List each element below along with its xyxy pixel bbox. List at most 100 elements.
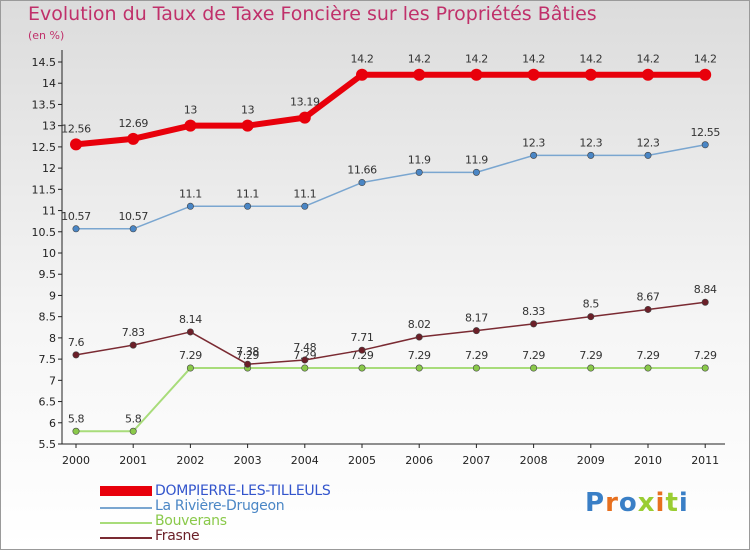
legend-swatch-la-riviere-drugeon [100,507,152,509]
y-tick-label: 14 [42,77,56,90]
y-tick-label: 11 [42,205,56,218]
series-line-2 [76,367,706,433]
data-point [72,351,80,359]
data-label: 5.8 [125,412,142,425]
data-point [184,119,197,132]
x-tick-label: 2007 [462,454,490,467]
y-tick-label: 9 [49,289,56,302]
data-label: 14.2 [522,53,545,66]
data-label: 11.9 [408,153,431,166]
data-label: 12.55 [690,126,720,139]
series-line-0 [75,71,706,148]
y-tick-label: 8 [49,332,56,345]
x-tick-label: 2002 [176,454,204,467]
series-line-3 [75,301,706,365]
data-point [644,151,652,159]
x-tick-label: 2010 [634,454,662,467]
data-point [472,168,480,176]
y-tick-label: 6 [49,417,56,430]
data-point [472,364,480,372]
data-label: 12.3 [522,136,545,149]
data-label: 11.9 [465,153,488,166]
data-point [413,68,426,81]
data-label: 7.29 [236,349,259,362]
data-label: 7.6 [68,336,85,349]
legend-swatch-dompierre [100,486,152,496]
data-label: 14.2 [579,53,602,66]
y-tick-label: 7.5 [39,353,57,366]
data-label: 7.29 [694,349,717,362]
data-point [72,225,80,233]
data-point [699,68,712,81]
data-label: 11.66 [347,164,377,177]
proxiti-logo: Proxiti [585,488,689,518]
legend-label-la-riviere-drugeon: La Rivière-Drugeon [155,498,285,514]
data-point [358,179,366,187]
x-tick-label: 2003 [234,454,262,467]
legend-label-dompierre: DOMPIERRE-LES-TILLEULS [155,483,331,499]
data-point [127,132,140,145]
data-point [186,364,194,372]
data-label: 7.29 [351,349,374,362]
data-label: 8.17 [465,312,488,325]
data-point [701,298,709,306]
data-label: 7.29 [465,349,488,362]
chart-subtitle: (en %) [28,29,65,42]
data-point [244,360,252,368]
data-point [587,151,595,159]
data-label: 8.14 [179,313,202,326]
data-point [415,364,423,372]
data-point [472,327,480,335]
data-point [587,313,595,321]
legend-swatch-bouverans [100,522,152,524]
x-tick-label: 2008 [520,454,548,467]
data-point [244,202,252,210]
data-point [530,320,538,328]
data-label: 8.5 [583,298,600,311]
x-tick-label: 2004 [291,454,319,467]
data-label: 10.57 [118,210,148,223]
data-point [356,68,368,81]
data-point [644,305,652,313]
y-tick-label: 6.5 [39,396,57,409]
data-point [530,151,538,159]
legend-item-dompierre: DOMPIERRE-LES-TILLEULS [100,483,360,500]
data-label: 14.2 [408,53,431,66]
y-tick-label: 9.5 [39,268,57,281]
y-tick-label: 5.5 [39,438,57,451]
data-label: 8.02 [408,318,431,331]
data-point [642,68,654,81]
legend: DOMPIERRE-LES-TILLEULS La Rivière-Drugeo… [100,483,360,545]
data-label: 8.67 [637,290,660,303]
data-point [70,138,82,151]
data-point [72,427,80,435]
legend-swatch-frasne [100,537,152,539]
data-point [301,364,309,372]
data-label: 8.84 [694,283,717,296]
data-point [301,356,309,364]
data-point [186,202,194,210]
data-label: 12.69 [118,117,148,130]
data-label: 10.57 [61,210,91,223]
data-point [530,364,538,372]
data-label: 12.3 [637,136,660,149]
data-point [129,427,137,435]
data-label: 13.19 [290,96,320,109]
data-point [186,328,194,336]
y-tick-label: 12 [42,162,56,175]
data-label: 12.56 [61,122,91,135]
data-point [129,341,137,349]
legend-item-la-riviere-drugeon: La Rivière-Drugeon [100,498,360,515]
data-label: 5.8 [68,412,85,425]
y-tick-label: 10.5 [32,226,57,239]
legend-item-frasne: Frasne [100,528,360,545]
x-tick-label: 2011 [691,454,719,467]
data-point [415,168,423,176]
data-label: 11.1 [179,187,202,200]
data-label: 7.29 [579,349,602,362]
data-label: 14.2 [637,53,660,66]
data-label: 13 [241,104,255,117]
data-label: 7.29 [637,349,660,362]
legend-item-bouverans: Bouverans [100,513,360,530]
